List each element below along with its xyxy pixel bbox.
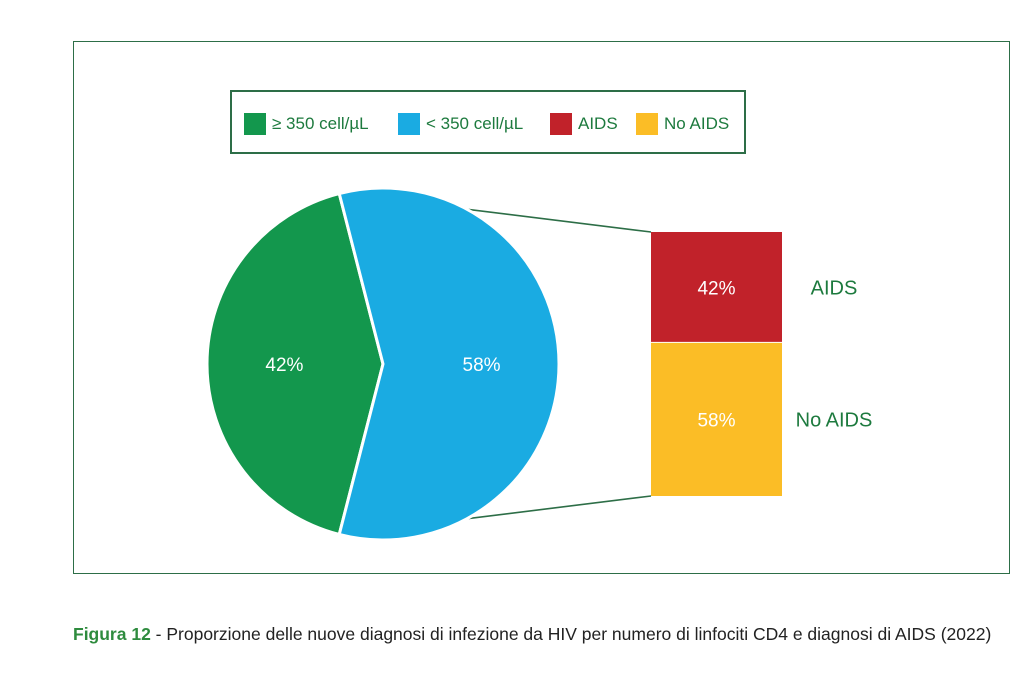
caption-text: - Proporzione delle nuove diagnosi di in… [150,624,992,644]
legend-item-aids: AIDS [550,112,618,136]
legend-label-lt-350: < 350 cell/µL [426,114,524,133]
bar-value-aids: 42% [697,278,735,299]
legend-label-no-aids: No AIDS [664,114,730,133]
pie-slice-350-cell-l [205,192,385,536]
figure-caption: Figura 12 - Proporzione delle nuove diag… [73,622,1018,646]
legend-item-no-aids: No AIDS [636,112,729,136]
legend-swatch-lt-350 [398,113,420,135]
pie-label-350-cell-l: 42% [265,355,303,376]
legend-swatch-ge-350 [244,113,266,135]
breakdown-bar: 42% AIDS 58% No AIDS [651,232,872,496]
pie-slice-350-cell-l [337,186,561,542]
bar-label-aids: AIDS [811,277,858,299]
chart-frame [73,41,1010,574]
caption-figure-number: Figura 12 [73,624,151,644]
legend: ≥ 350 cell/µL < 350 cell/µL AIDS No AIDS [230,90,746,154]
legend-label-ge-350: ≥ 350 cell/µL [272,114,369,133]
bar-label-no-aids: No AIDS [796,409,873,431]
bar-segment-aids [651,232,782,342]
legend-swatch-no-aids [636,113,658,135]
bar-segment-no-aids [651,342,782,496]
bar-value-no-aids: 58% [697,410,735,431]
legend-swatch-aids [550,113,572,135]
legend-item-ge-350: ≥ 350 cell/µL [244,112,369,136]
pie-chart: 42% 58% [205,186,561,542]
legend-label-aids: AIDS [578,114,618,133]
legend-item-lt-350: < 350 cell/µL [398,112,523,136]
pie-label-350-cell-l: 58% [463,355,501,376]
